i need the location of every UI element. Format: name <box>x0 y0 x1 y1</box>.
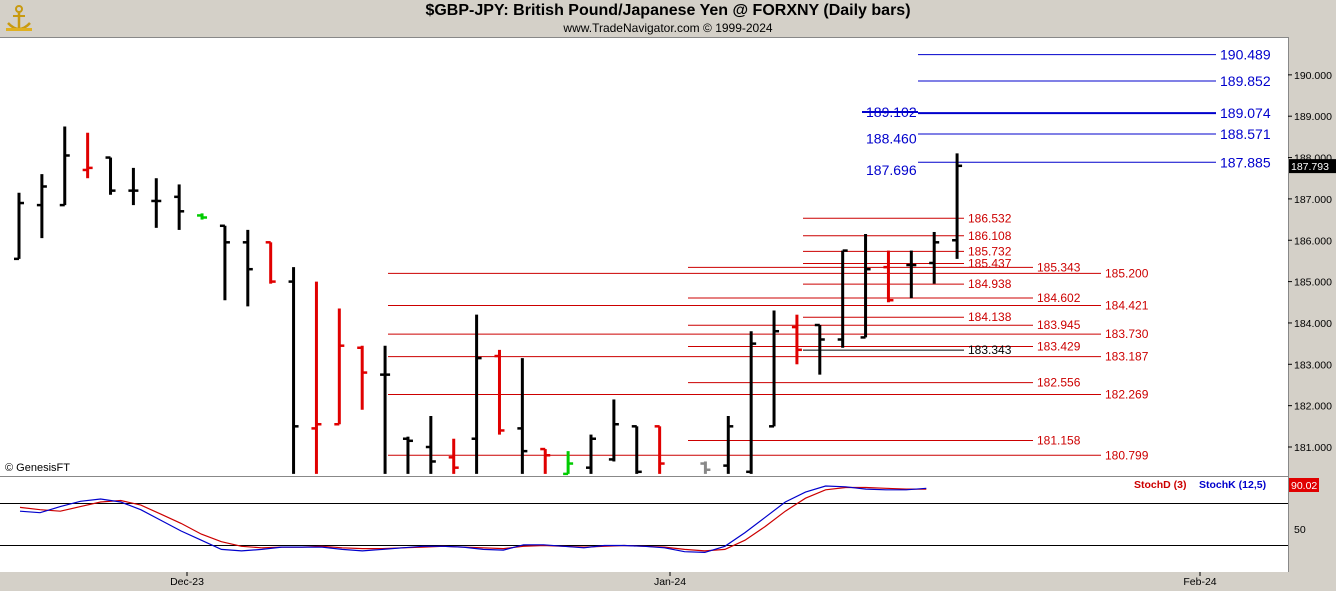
axis-tick-label: 181.000 <box>1294 442 1332 454</box>
level-label: 188.571 <box>1220 126 1271 142</box>
level-label: 186.108 <box>968 229 1012 243</box>
chart-subtitle: www.TradeNavigator.com © 1999-2024 <box>563 21 773 35</box>
level-label: 188.460 <box>866 131 917 147</box>
axis-tick-label: 186.000 <box>1294 235 1332 247</box>
level-label: 182.556 <box>1037 376 1081 390</box>
title-bar <box>0 0 1336 37</box>
level-label: 183.343 <box>968 343 1012 357</box>
chart-title: $GBP-JPY: British Pound/Japanese Yen @ F… <box>425 2 911 19</box>
level-label: 189.074 <box>1220 105 1271 121</box>
level-label: 185.343 <box>1037 260 1081 274</box>
level-label: 184.938 <box>968 277 1012 291</box>
level-label: 183.730 <box>1105 327 1149 341</box>
time-axis-panel <box>0 572 1336 591</box>
stoch-d-line <box>19 486 927 552</box>
axis-tick-label: 185.000 <box>1294 277 1332 289</box>
stoch-tick-label: 50 <box>1294 524 1306 536</box>
credit-label: © GenesisFT <box>5 462 70 474</box>
level-label: 190.489 <box>1220 47 1271 63</box>
stoch-k-line <box>19 485 927 554</box>
level-label: 182.269 <box>1105 388 1149 402</box>
level-label: 187.696 <box>866 162 917 178</box>
level-label: 180.799 <box>1105 448 1149 462</box>
stoch-value-badge <box>1289 478 1319 492</box>
level-label: 183.187 <box>1105 350 1149 364</box>
level-label: 187.885 <box>1220 154 1271 170</box>
level-label: 189.852 <box>1220 73 1271 89</box>
level-label: 181.158 <box>1037 433 1081 447</box>
level-label: 185.200 <box>1105 266 1149 280</box>
axis-tick-label: 182.000 <box>1294 401 1332 413</box>
stoch-d-label: StochD (3) <box>1134 479 1187 491</box>
level-label: 186.532 <box>968 211 1012 225</box>
level-label: 185.437 <box>968 257 1012 271</box>
time-tick-label: Feb-24 <box>1183 576 1216 588</box>
level-label: 189.102 <box>866 104 917 120</box>
stoch-k-label: StochK (12,5) <box>1199 479 1266 491</box>
level-label: 184.602 <box>1037 291 1081 305</box>
axis-tick-label: 183.000 <box>1294 359 1332 371</box>
level-label: 185.732 <box>968 244 1012 258</box>
gold-anchor-icon <box>6 5 32 31</box>
axis-tick-label: 187.000 <box>1294 194 1332 206</box>
level-label: 184.138 <box>968 310 1012 324</box>
time-tick-label: Jan-24 <box>654 576 686 588</box>
stoch-value-label: 90.02 <box>1291 480 1317 492</box>
time-tick-label: Dec-23 <box>170 576 204 588</box>
last-price-badge <box>1289 159 1336 174</box>
level-label: 183.945 <box>1037 318 1081 332</box>
level-label: 183.429 <box>1037 340 1081 354</box>
level-label: 184.421 <box>1105 299 1149 313</box>
axis-tick-label: 190.000 <box>1294 70 1332 82</box>
last-price-label: 187.793 <box>1291 161 1329 173</box>
axis-tick-label: 189.000 <box>1294 111 1332 123</box>
axis-tick-label: 184.000 <box>1294 318 1332 330</box>
